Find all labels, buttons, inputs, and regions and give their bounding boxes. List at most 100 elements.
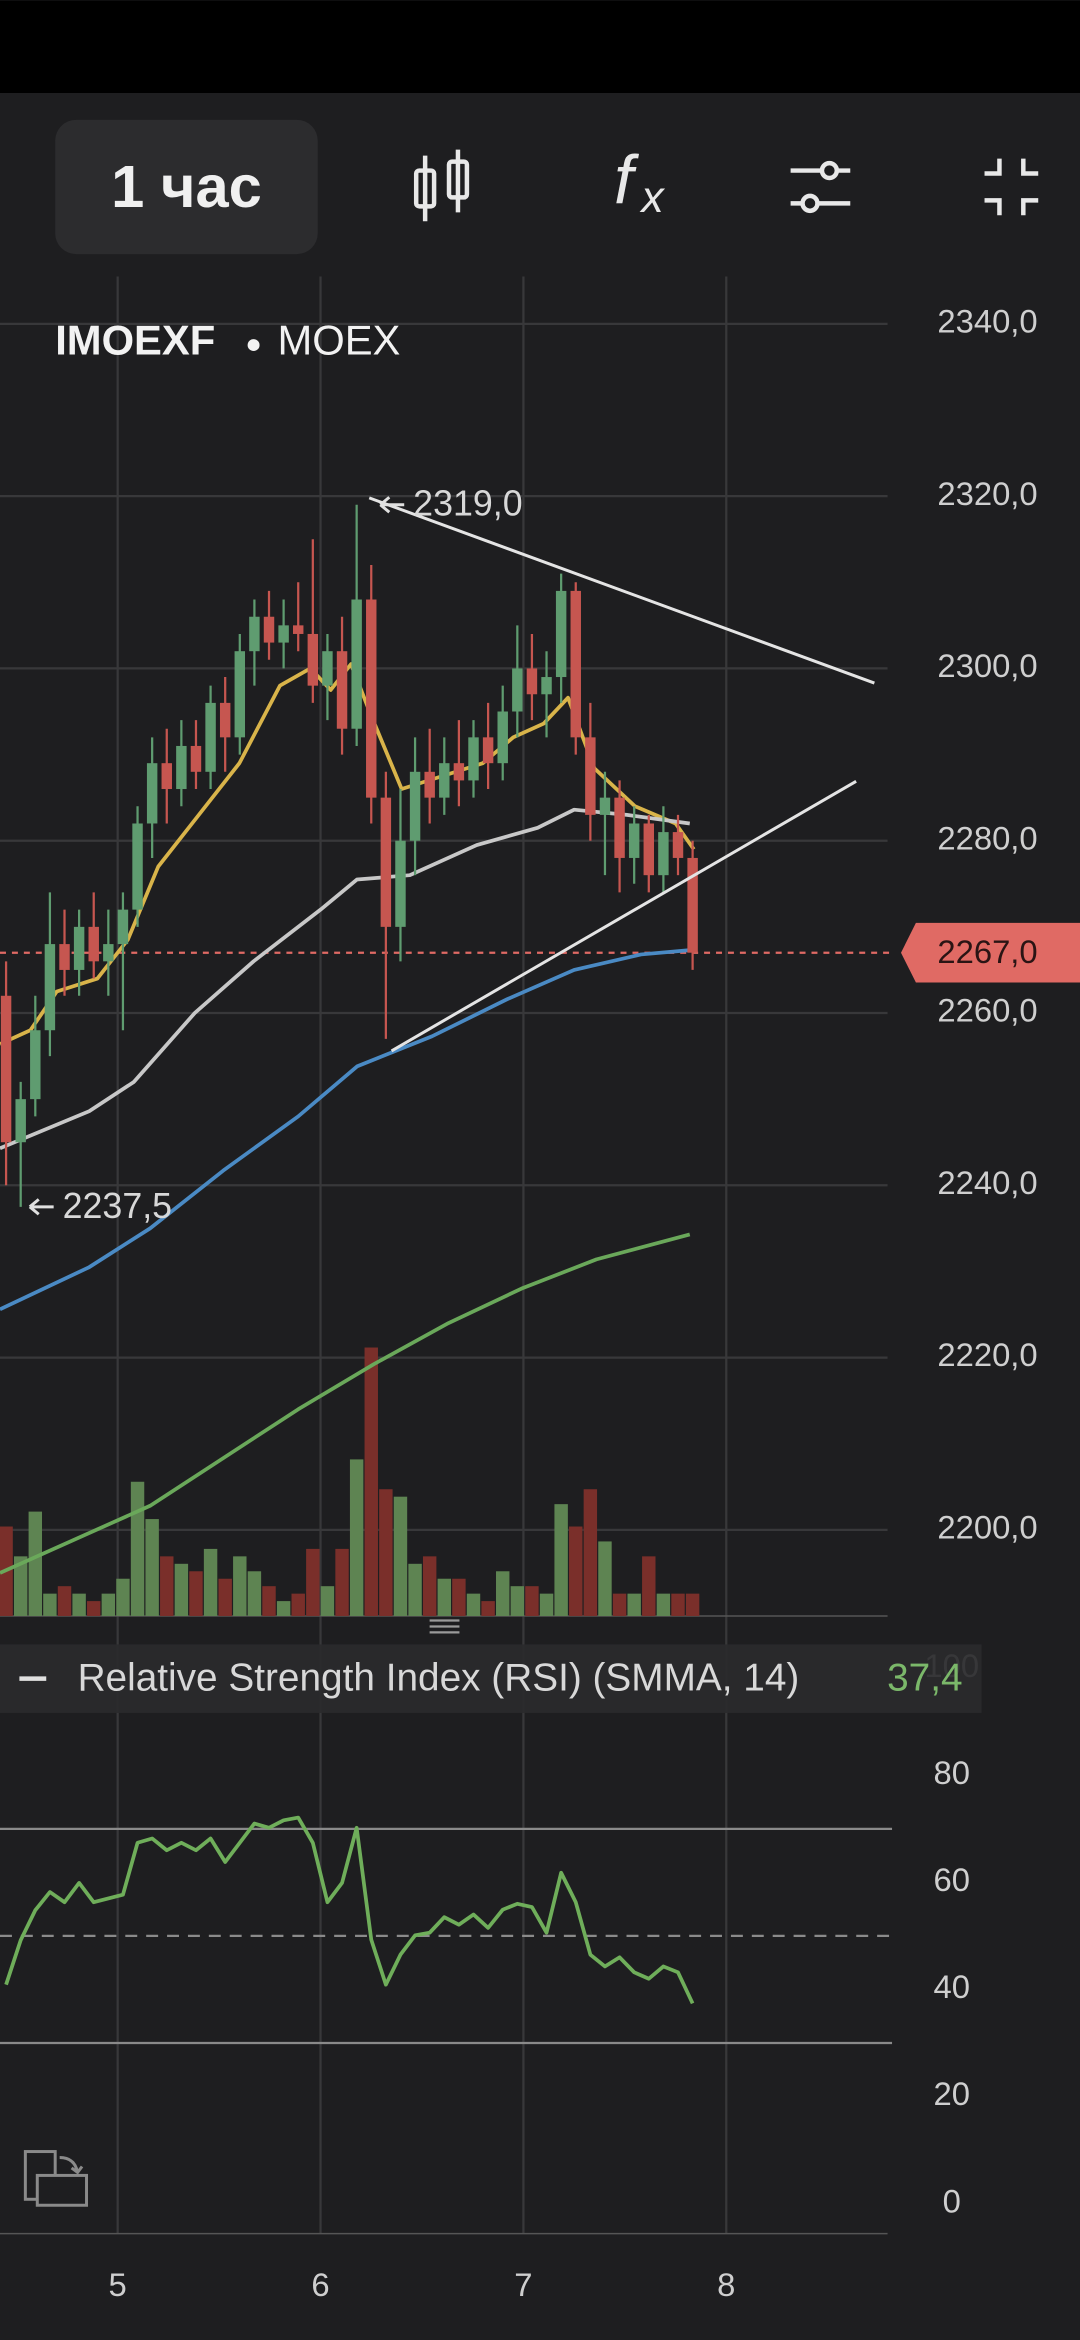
volume-bar [247, 1571, 262, 1617]
volume-bar [598, 1541, 612, 1617]
settings-icon[interactable] [790, 160, 851, 214]
volume-bar [452, 1578, 466, 1617]
status-bar [0, 0, 1080, 93]
candle-body [658, 832, 669, 876]
last-price-tag [900, 922, 1080, 983]
volume-bar [422, 1556, 437, 1617]
candle-body [570, 590, 581, 738]
volume-bar [583, 1489, 598, 1617]
volume-bar [437, 1578, 452, 1617]
volume-bar [320, 1586, 335, 1617]
rsi-header-bg [0, 1644, 982, 1713]
candle-body [395, 840, 406, 927]
rsi-header: Relative Strength Index (RSI) (SMMA, 14)… [0, 1644, 982, 1713]
candle-body [234, 651, 246, 738]
y-tick-label: 60 [933, 1861, 969, 1898]
candle-body [409, 771, 421, 841]
candle-body [161, 763, 172, 790]
trendline [390, 779, 857, 1053]
interval-button[interactable] [55, 119, 318, 255]
candle-body [103, 944, 114, 962]
y-tick-label: 2200,0 [937, 1509, 1037, 1546]
y-tick-label: 40 [933, 1968, 969, 2005]
volume-bar [466, 1593, 481, 1617]
candle-body [307, 633, 319, 686]
candle-body [424, 771, 435, 798]
annotation-arrow [379, 496, 405, 514]
volume-bar [539, 1593, 554, 1617]
x-tick-label: 7 [514, 2266, 532, 2303]
candle-body [526, 668, 538, 695]
volume-bar [262, 1586, 276, 1617]
volume-bar [306, 1548, 320, 1617]
volume-bar [496, 1571, 510, 1617]
volume-bar [130, 1481, 145, 1617]
volume-bar [233, 1556, 247, 1617]
annotation-label: 2237,5 [63, 1186, 172, 1226]
candle-body [117, 909, 129, 945]
candle-body [336, 651, 348, 729]
volume-bar [481, 1601, 495, 1617]
candle-body [205, 702, 216, 772]
candle-body [351, 599, 362, 729]
separator-dot [247, 339, 260, 352]
volume-bar [335, 1548, 349, 1617]
candle-body [453, 763, 465, 781]
volume-bar [685, 1593, 700, 1617]
volume-bar [203, 1548, 218, 1617]
volume-bar [57, 1586, 72, 1617]
candle-body [366, 599, 377, 798]
candle-body [628, 823, 640, 858]
candle-body [599, 797, 611, 815]
volume-bar [160, 1556, 174, 1617]
y-tick-label: 2260,0 [937, 992, 1037, 1029]
candle-body [176, 745, 187, 790]
layout-icon[interactable] [23, 2150, 89, 2207]
volume-bar [276, 1601, 291, 1617]
candle-body [146, 763, 158, 824]
y-tick-label: 0 [943, 2182, 961, 2219]
volume-bar [525, 1586, 539, 1617]
annotation-label: 2319,0 [413, 484, 523, 524]
x-tick-label: 6 [311, 2266, 329, 2303]
x-tick-label: 5 [109, 2266, 127, 2303]
candle-body [585, 737, 596, 815]
volume-bar [72, 1593, 86, 1617]
volume-bar [569, 1526, 583, 1617]
moving-average [0, 807, 691, 1150]
collapse-icon[interactable] [984, 158, 1039, 216]
volume-bar [28, 1511, 43, 1617]
volume-bar [656, 1593, 671, 1617]
candle-body [380, 797, 392, 927]
candle-body [88, 926, 99, 962]
pane-handle[interactable] [429, 1619, 460, 1634]
candle-body [190, 745, 202, 772]
volume-bar [554, 1504, 568, 1617]
x-tick-label: 8 [717, 2266, 735, 2303]
volume-bar [145, 1519, 159, 1617]
volume-bar [116, 1578, 130, 1617]
rsi-title: Relative Strength Index (RSI) (SMMA, 14) [78, 1656, 800, 1699]
candle-body [643, 823, 655, 876]
volume-bar [393, 1496, 408, 1617]
chart-type-icon[interactable] [413, 149, 470, 222]
volume-bar [43, 1593, 57, 1617]
candle-body [0, 995, 12, 1143]
last-price-label: 2267,0 [937, 933, 1037, 970]
candle-body [293, 625, 304, 634]
volume-bar [364, 1347, 378, 1617]
volume-bar [612, 1593, 627, 1617]
moving-average [0, 948, 690, 1312]
candle-body [263, 616, 275, 643]
trendline [368, 496, 875, 685]
volume-bar [218, 1578, 232, 1617]
candle-body [497, 711, 508, 764]
y-tick-label: 80 [933, 1754, 969, 1791]
candle-body [672, 832, 684, 858]
plot-layer: 5 6 7 8 2200,0 2220,0 2240,0 2260,0 2280,0 2300,0… [0, 276, 1080, 2303]
candle-body [512, 668, 523, 712]
icon-x: x [639, 172, 665, 222]
candle-body [439, 763, 450, 798]
